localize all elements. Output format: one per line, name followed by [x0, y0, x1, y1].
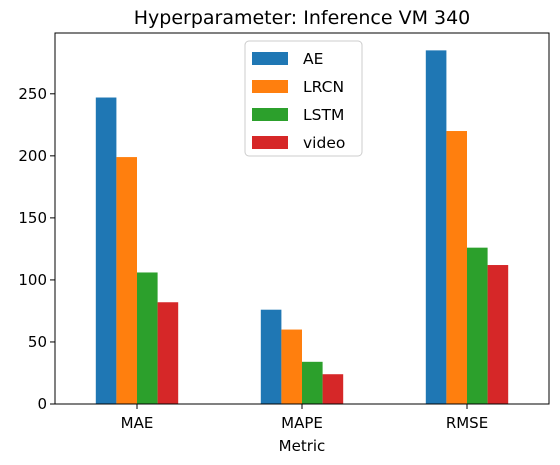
bar-ae-rmse [425, 50, 447, 405]
y-tick-label: 150 [18, 209, 47, 227]
bar-video-mae [157, 302, 179, 404]
bar-lstm-mape [302, 361, 323, 404]
bar-lrcn-mape [281, 329, 302, 404]
legend-swatch-lstm [252, 108, 288, 121]
bar-lstm-mae [137, 272, 158, 404]
x-axis-label: Metric [279, 437, 326, 455]
bar-ae-mae [95, 97, 117, 405]
y-tick-label: 250 [18, 85, 47, 103]
x-tick-label-mape: MAPE [281, 414, 323, 432]
plot-frame [54, 32, 550, 405]
y-tick-label: 200 [18, 147, 47, 165]
bar-lstm-rmse [467, 247, 488, 404]
bar-lrcn-rmse [446, 131, 467, 404]
y-axis: 0 50 100 150 200 250 [18, 85, 55, 413]
bar-lrcn-mae [116, 157, 137, 404]
y-tick-label: 0 [37, 395, 47, 413]
x-axis: MAE MAPE RMSE [121, 404, 488, 432]
legend-label-lrcn: LRCN [303, 78, 344, 96]
bar-video-mape [322, 374, 344, 404]
legend-label-video: video [303, 134, 345, 152]
y-tick-label: 50 [28, 333, 47, 351]
chart-title: Hyperparameter: Inference VM 340 [134, 7, 471, 29]
legend: AE LRCN LSTM video [244, 40, 363, 157]
bar-ae-mape [260, 309, 282, 404]
bar-video-rmse [487, 265, 509, 404]
legend-swatch-video [252, 136, 288, 149]
y-tick-label: 100 [18, 271, 47, 289]
legend-swatch-lrcn [252, 80, 288, 93]
legend-swatch-ae [252, 52, 288, 65]
bars-layer [95, 50, 509, 405]
x-tick-label-mae: MAE [121, 414, 154, 432]
legend-label-ae: AE [303, 50, 323, 68]
legend-box [244, 40, 363, 157]
legend-label-lstm: LSTM [303, 106, 344, 124]
x-tick-label-rmse: RMSE [446, 414, 488, 432]
